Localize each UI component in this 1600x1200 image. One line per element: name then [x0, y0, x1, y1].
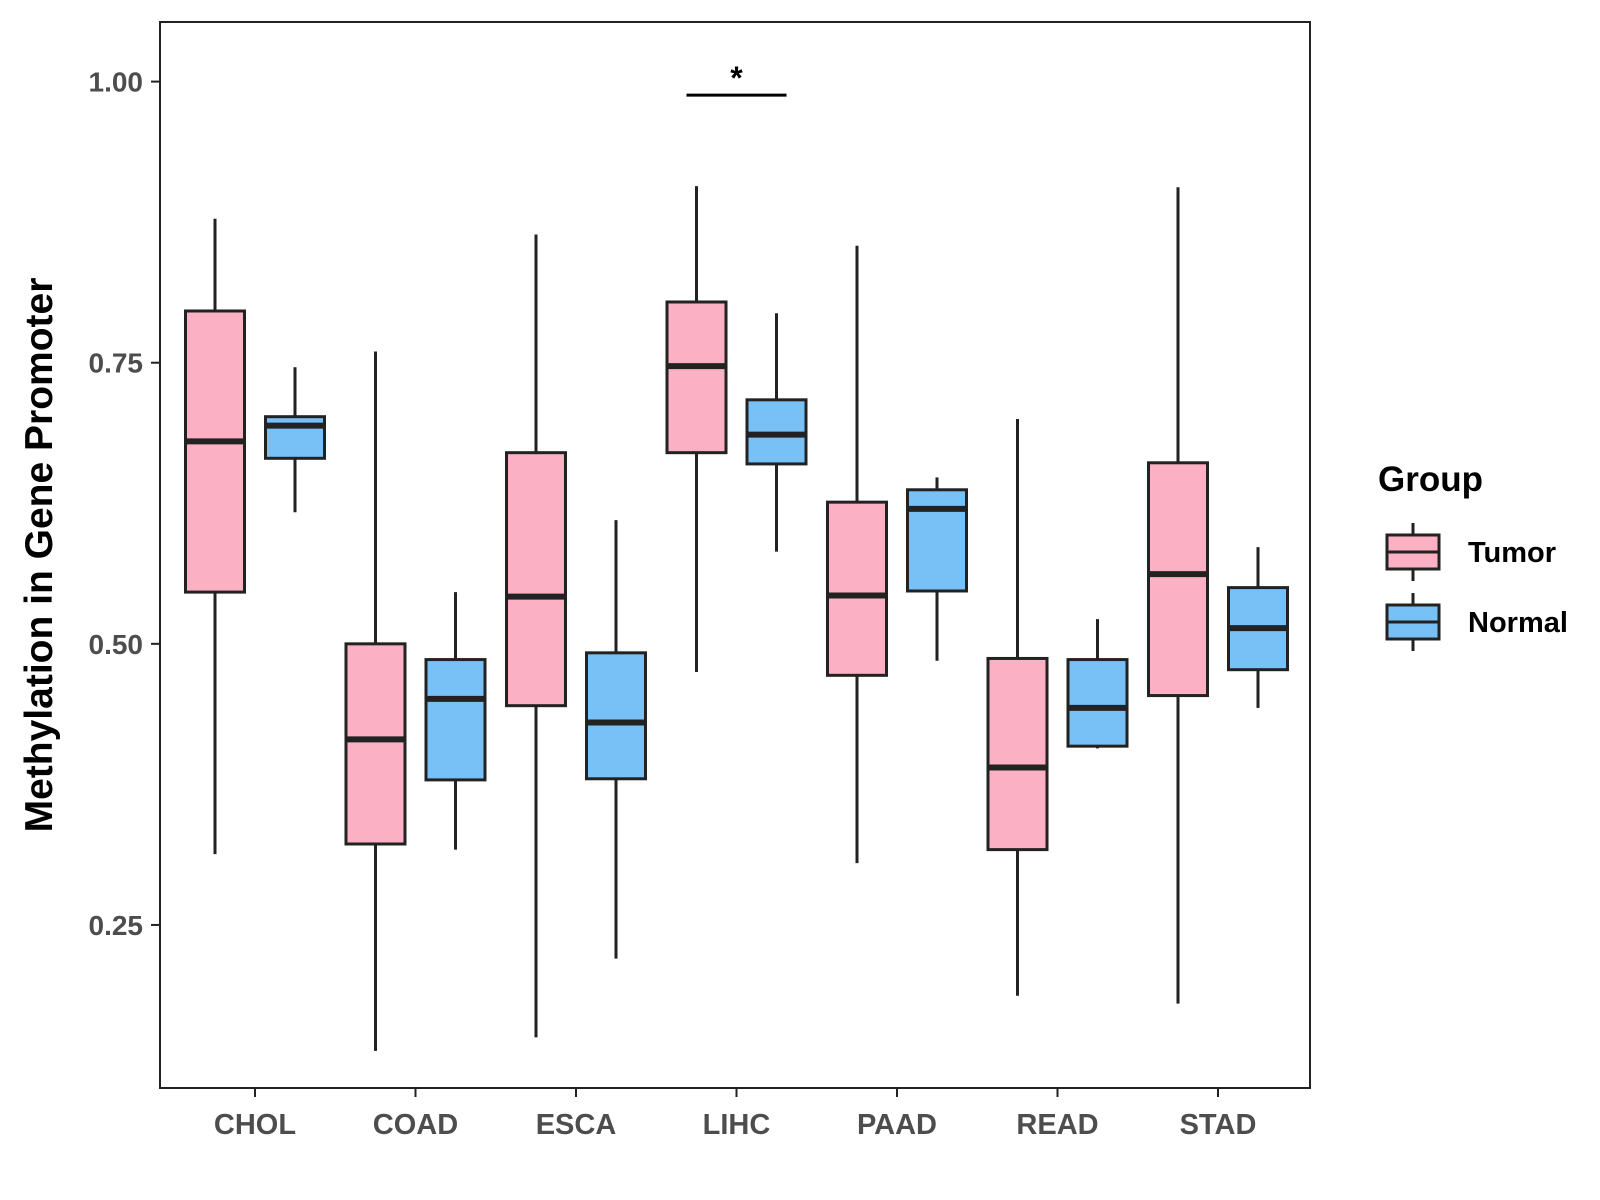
box-iqr: [585, 651, 647, 781]
legend-label: Tumor: [1468, 537, 1556, 569]
y-axis: 0.25 0.50 0.75 1.00: [89, 67, 160, 941]
significance-annotations: *: [686, 60, 787, 97]
boxes-layer: [184, 186, 1289, 1051]
x-tick-label: ESCA: [536, 1109, 617, 1141]
legend-title: Group: [1378, 460, 1483, 499]
box-tumor-stad: [1147, 187, 1209, 1004]
significance-label: *: [730, 60, 743, 96]
box-iqr: [505, 451, 567, 708]
box-normal-stad: [1227, 547, 1289, 708]
y-tick-label: 0.50: [89, 629, 144, 660]
box-tumor-lihc: [665, 186, 728, 672]
y-axis-title: Methylation in Gene Promoter: [18, 278, 61, 833]
box-normal-paad: [906, 477, 968, 661]
box-iqr: [1147, 461, 1209, 698]
box-iqr: [344, 642, 407, 846]
y-tick-label: 1.00: [89, 67, 144, 98]
box-iqr: [665, 300, 728, 455]
y-tick-label: 0.25: [89, 910, 144, 941]
box-iqr: [826, 500, 888, 677]
box-tumor-chol: [184, 218, 246, 855]
box-tumor-paad: [826, 245, 888, 864]
legend-key-normal: Normal: [1385, 593, 1568, 651]
box-normal-esca: [585, 520, 647, 959]
legend-key-tumor: Tumor: [1385, 523, 1556, 581]
box-normal-read: [1066, 619, 1129, 749]
y-tick-label: 0.75: [89, 348, 144, 379]
plot-panel-border: [159, 21, 1311, 1089]
x-tick-label: READ: [1016, 1109, 1098, 1141]
legend-label: Normal: [1468, 607, 1568, 639]
x-tick-label: LIHC: [703, 1109, 771, 1141]
box-normal-lihc: [745, 313, 808, 552]
box-iqr: [1066, 658, 1129, 748]
x-tick-label: COAD: [373, 1109, 458, 1141]
box-normal-chol: [264, 367, 326, 513]
x-axis: CHOL COAD ESCA LIHC PAAD READ STAD: [214, 1088, 1256, 1141]
box-tumor-read: [986, 418, 1049, 996]
box-iqr: [986, 656, 1049, 852]
box-tumor-esca: [505, 234, 567, 1038]
box-iqr: [184, 309, 246, 594]
legend: Group Tumor Normal: [1378, 460, 1568, 651]
box-iqr: [906, 488, 968, 593]
x-tick-label: STAD: [1180, 1109, 1257, 1141]
box-iqr: [424, 658, 487, 782]
x-tick-label: CHOL: [214, 1109, 296, 1141]
x-tick-label: PAAD: [857, 1109, 937, 1141]
box-normal-coad: [424, 592, 487, 850]
box-tumor-coad: [344, 351, 407, 1051]
